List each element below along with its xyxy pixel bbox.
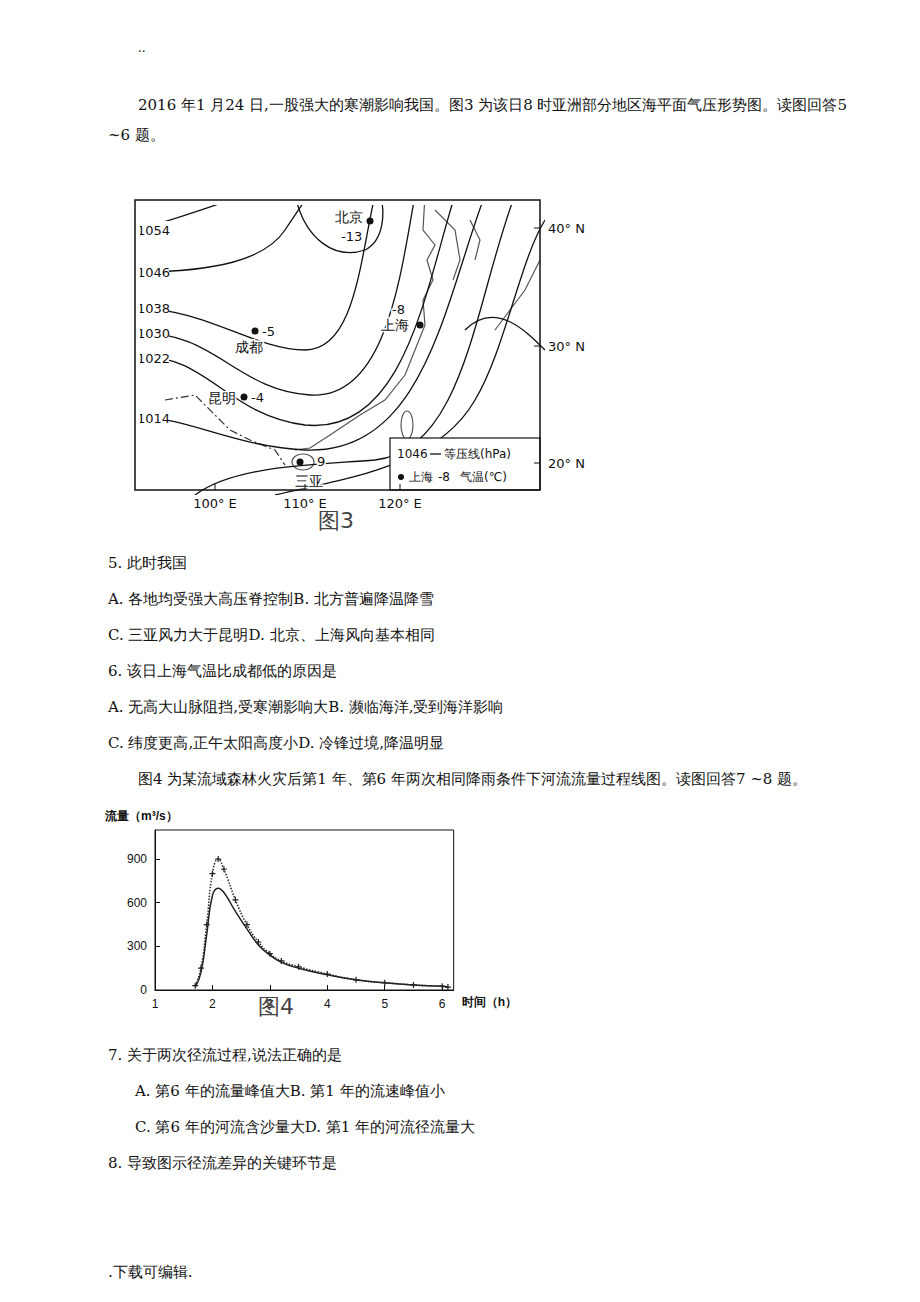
svg-text:-5: -5 <box>262 324 275 339</box>
svg-text:1014: 1014 <box>140 411 170 426</box>
svg-text:1030: 1030 <box>140 326 170 341</box>
svg-text:5: 5 <box>381 997 388 1011</box>
svg-text:-8: -8 <box>438 470 450 484</box>
svg-text:300: 300 <box>127 939 147 953</box>
svg-text:1054: 1054 <box>140 223 170 238</box>
html-text:7. 关于两次径流过程,说法正确的是: 7. 关于两次径流过程,说法正确的是 <box>108 1046 342 1064</box>
svg-text:9: 9 <box>317 454 325 469</box>
svg-text:流量（m³/s）: 流量（m³/s） <box>104 809 178 823</box>
svg-text:20° N: 20° N <box>548 456 585 471</box>
svg-text:120° E: 120° E <box>378 496 422 511</box>
html-text:2016 年1 月24 日,一股强大的寒潮影响我国。图3 为: 2016 年1 月24 日,一股强大的寒潮影响我国。图3 为该日8 时亚洲部分地… <box>108 96 847 144</box>
svg-text:30° N: 30° N <box>548 339 585 354</box>
svg-text:4: 4 <box>324 997 331 1011</box>
svg-text:1: 1 <box>152 997 159 1011</box>
svg-text:1022: 1022 <box>140 351 170 366</box>
svg-text:三亚: 三亚 <box>295 473 323 489</box>
html-text:.下载可编辑.: .下载可编辑. <box>108 1263 193 1281</box>
html-text:图4: 图4 <box>258 994 294 1019</box>
html-text:图3: 图3 <box>318 508 354 533</box>
svg-text:-4: -4 <box>251 390 264 405</box>
svg-text:上海: 上海 <box>409 470 433 484</box>
html-text:6. 该日上海气温比成都低的原因是: 6. 该日上海气温比成都低的原因是 <box>108 662 338 680</box>
svg-text:1046: 1046 <box>397 447 428 461</box>
svg-text:等压线(hPa): 等压线(hPa) <box>444 447 511 461</box>
html-text:A. 无高大山脉阻挡,受寒潮影响大B. 濒临海洋,受到海洋影: A. 无高大山脉阻挡,受寒潮影响大B. 濒临海洋,受到海洋影响 <box>108 698 504 716</box>
svg-text:-13: -13 <box>341 229 362 244</box>
html-text:5. 此时我国: 5. 此时我国 <box>108 554 188 572</box>
html-text:8. 导致图示径流差异的关键环节是: 8. 导致图示径流差异的关键环节是 <box>108 1154 338 1172</box>
html-text:C. 第6 年的河流含沙量大D. 第1 年的河流径流量大: C. 第6 年的河流含沙量大D. 第1 年的河流径流量大 <box>135 1118 476 1136</box>
svg-text:-8: -8 <box>392 302 405 317</box>
html-text:图4 为某流域森林火灾后第1 年、第6 年两次相同降雨条件下: 图4 为某流域森林火灾后第1 年、第6 年两次相同降雨条件下河流流量过程线图。读… <box>138 770 808 788</box>
svg-text:1038: 1038 <box>140 301 170 316</box>
svg-text:成都: 成都 <box>235 339 263 355</box>
svg-text:1046: 1046 <box>140 265 170 280</box>
svg-text:0: 0 <box>140 983 147 997</box>
html-text:C. 纬度更高,正午太阳高度小D. 冷锋过境,降温明显: C. 纬度更高,正午太阳高度小D. 冷锋过境,降温明显 <box>108 734 444 752</box>
svg-text:100° E: 100° E <box>193 496 237 511</box>
svg-text:2: 2 <box>209 997 216 1011</box>
svg-text:时间（h）: 时间（h） <box>462 995 517 1009</box>
svg-text:北京: 北京 <box>335 209 363 225</box>
svg-text:40° N: 40° N <box>548 221 585 236</box>
html-text:C. 三亚风力大于昆明D. 北京、上海风向基本相同: C. 三亚风力大于昆明D. 北京、上海风向基本相同 <box>108 626 435 644</box>
html-text:A. 第6 年的流量峰值大B. 第1 年的流速峰值小: A. 第6 年的流量峰值大B. 第1 年的流速峰值小 <box>135 1082 445 1100</box>
svg-text:6: 6 <box>439 997 446 1011</box>
svg-text:昆明: 昆明 <box>208 390 236 406</box>
svg-text:600: 600 <box>127 896 147 910</box>
svg-text:上海: 上海 <box>381 317 409 333</box>
svg-text:110° E: 110° E <box>283 496 327 511</box>
html-text:A. 各地均受强大高压脊控制B. 北方普遍降温降雪: A. 各地均受强大高压脊控制B. 北方普遍降温降雪 <box>108 590 434 608</box>
svg-text:气温(℃): 气温(℃) <box>460 470 507 484</box>
svg-text:900: 900 <box>127 852 147 866</box>
